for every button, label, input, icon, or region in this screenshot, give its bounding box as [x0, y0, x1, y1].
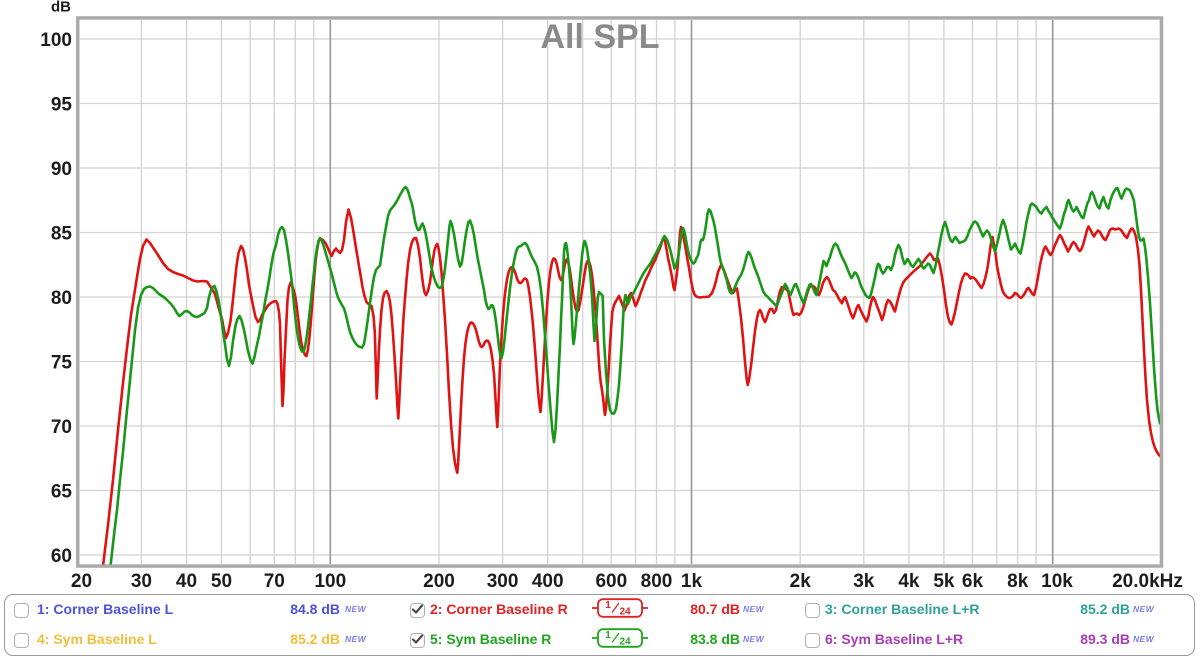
svg-text:dB: dB: [51, 0, 71, 16]
svg-text:75: 75: [51, 353, 73, 374]
svg-text:400: 400: [532, 571, 564, 592]
svg-text:3k: 3k: [853, 571, 875, 592]
svg-text:6k: 6k: [962, 571, 984, 592]
svg-text:20: 20: [71, 571, 92, 592]
svg-text:95: 95: [51, 95, 73, 116]
svg-text:40: 40: [176, 571, 197, 592]
svg-text:80: 80: [51, 288, 72, 309]
svg-text:60: 60: [51, 546, 72, 567]
svg-text:100: 100: [40, 30, 72, 51]
svg-text:200: 200: [423, 571, 455, 592]
svg-text:100: 100: [314, 571, 346, 592]
svg-text:90: 90: [51, 159, 72, 180]
svg-text:24: 24: [619, 637, 631, 648]
svg-text:1k: 1k: [681, 571, 703, 592]
svg-text:70: 70: [264, 571, 285, 592]
svg-text:8k: 8k: [1007, 571, 1029, 592]
svg-text:2k: 2k: [790, 571, 812, 592]
svg-text:70: 70: [51, 417, 72, 438]
svg-text:65: 65: [51, 482, 73, 503]
svg-text:All SPL: All SPL: [540, 18, 659, 56]
svg-text:600: 600: [595, 571, 627, 592]
svg-text:85: 85: [51, 224, 73, 245]
svg-text:5k: 5k: [933, 571, 955, 592]
svg-text:300: 300: [487, 571, 519, 592]
svg-text:50: 50: [211, 571, 232, 592]
svg-text:20.0kHz: 20.0kHz: [1112, 571, 1183, 592]
svg-text:1: 1: [605, 600, 611, 611]
svg-text:30: 30: [131, 571, 152, 592]
svg-text:4k: 4k: [898, 571, 920, 592]
svg-text:24: 24: [619, 607, 631, 618]
svg-text:1: 1: [605, 630, 611, 641]
svg-text:800: 800: [641, 571, 673, 592]
svg-text:10k: 10k: [1041, 571, 1073, 592]
